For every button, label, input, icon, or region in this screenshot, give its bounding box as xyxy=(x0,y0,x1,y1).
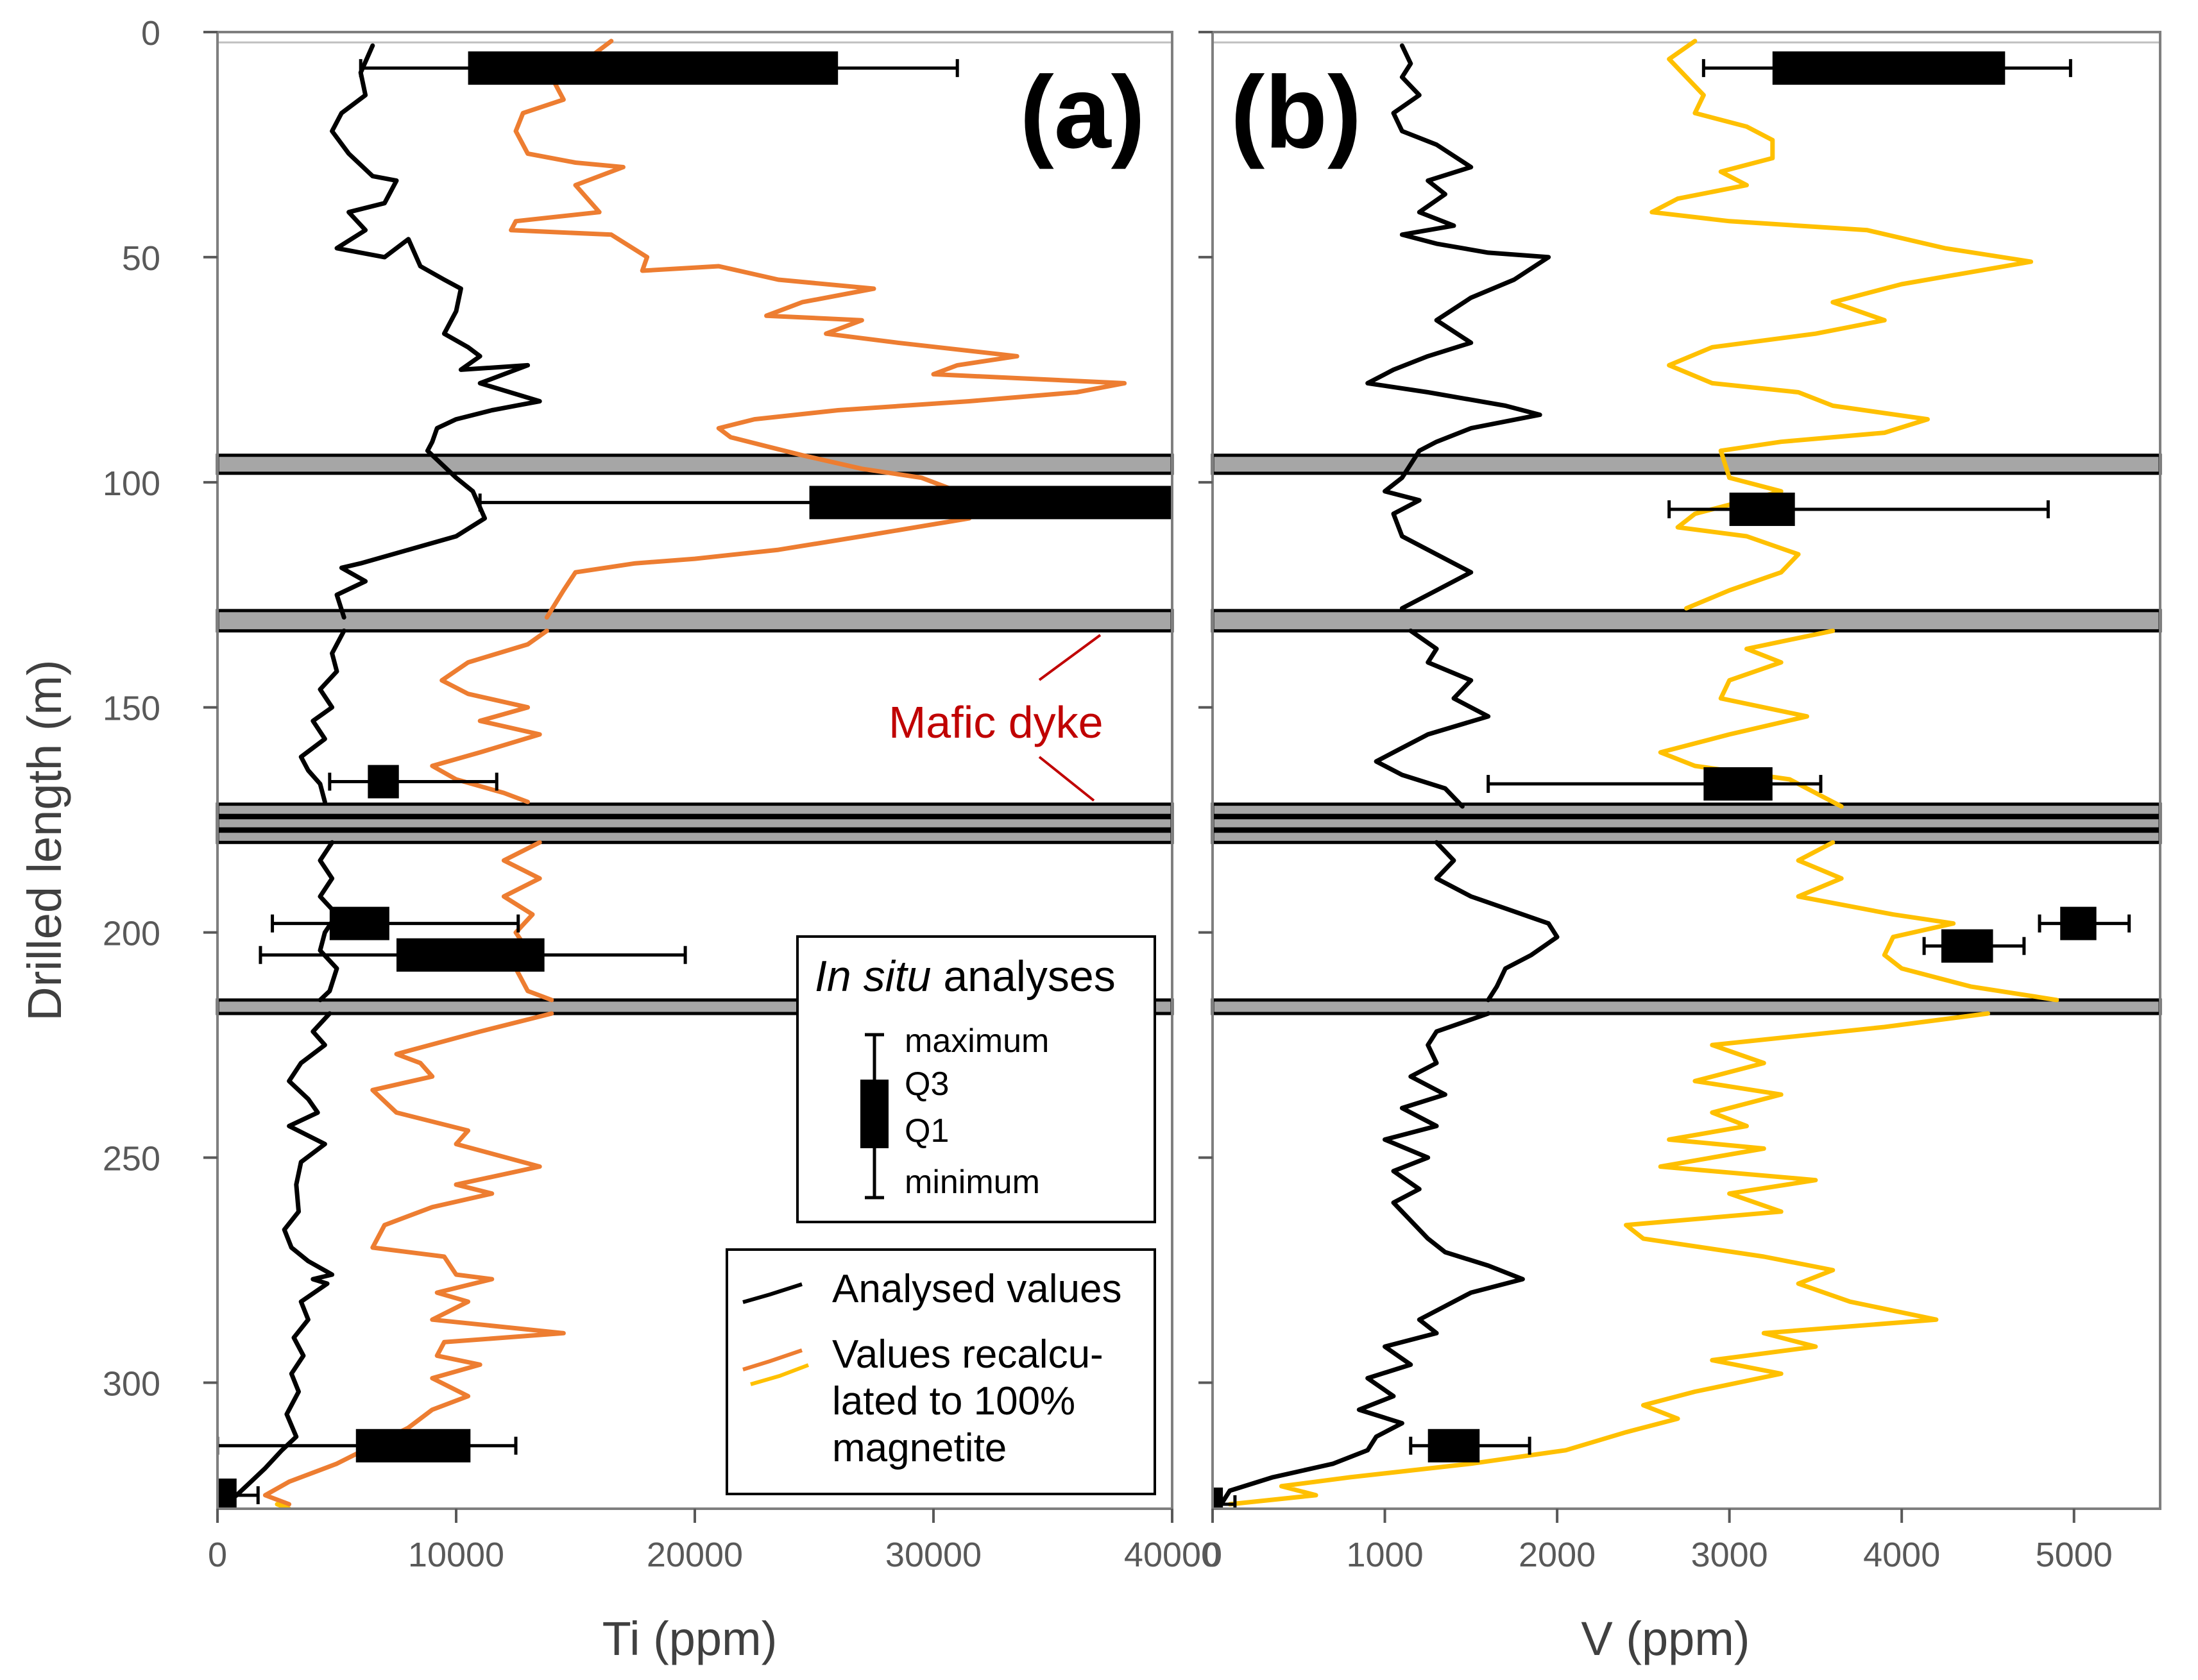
panel-a-mafic-dyke-0 xyxy=(216,454,1174,475)
panel-a-plot-area: 0 50 100 150 200 250 300 0 10000 20000 30000 40000 xyxy=(103,14,1220,1574)
panel-a-analysed-line-3 xyxy=(222,1011,335,1507)
line-legend-recalc-line-3: magnetite xyxy=(832,1426,1007,1470)
panel-a-label: (a) xyxy=(1019,55,1145,169)
panel-b-in-situ-box-1 xyxy=(1729,492,1795,526)
in-situ-legend-box-glyph xyxy=(860,1080,889,1148)
panel-b-in-situ-box-6 xyxy=(1213,1487,1223,1509)
line-legend: Analysed values Values recalcu- lated to… xyxy=(726,1248,1156,1495)
line-legend-orange-swatch xyxy=(742,1348,803,1371)
line-legend-recalc-line-1: Values recalcu- xyxy=(832,1332,1103,1377)
panel-b: 0 1000 2000 3000 4000 5000 (b) V (ppm) xyxy=(1198,31,2162,1665)
panel-b-in-situ-box-0 xyxy=(1772,51,2006,85)
panel-b-analysed-line-1 xyxy=(1374,628,1491,809)
panel-b-x-tick-label-2000: 2000 xyxy=(1519,1536,1596,1574)
panel-b-label: (b) xyxy=(1231,55,1361,169)
y-tick-label-300: 300 xyxy=(103,1364,160,1403)
panel-b-analysed-line-3 xyxy=(1218,1011,1525,1507)
panel-a-x-tick-label-40000: 40000 xyxy=(1124,1536,1220,1574)
panel-a-in-situ-box-4 xyxy=(396,938,545,972)
panel-b-x-tick-label-4000: 4000 xyxy=(1863,1536,1940,1574)
panel-b-in-situ-group xyxy=(1213,51,2131,1509)
panel-a-in-situ-box-3 xyxy=(329,906,389,940)
panel-a-analysed-line-0 xyxy=(330,43,542,620)
panel-a-in-situ-box-0 xyxy=(468,51,839,85)
y-tick-label-200: 200 xyxy=(103,915,160,953)
panel-a-analysed-line-1 xyxy=(298,628,346,804)
panel-a-x-tick-label-20000: 20000 xyxy=(647,1536,743,1574)
panel-b-in-situ-box-5 xyxy=(1427,1429,1480,1463)
panel-a-recalculated-line-6 xyxy=(501,840,554,1003)
panel-a-mafic-dyke-2 xyxy=(216,802,1174,817)
y-tick-label-0: 0 xyxy=(141,14,160,53)
panel-b-in-situ-box-4 xyxy=(1941,929,1993,963)
panel-a-mafic-dyke-3 xyxy=(216,816,1174,831)
y-axis-label: Drilled length (m) xyxy=(18,659,71,1021)
line-legend-box xyxy=(726,1248,1156,1495)
panel-a-in-situ-box-6 xyxy=(217,1478,237,1509)
y-tick-label-50: 50 xyxy=(122,239,160,278)
mafic-dyke-pointer-lower xyxy=(1038,756,1095,802)
y-tick-label-250: 250 xyxy=(103,1140,160,1178)
panel-b-recalculated-line-6 xyxy=(1796,840,2059,1003)
panel-a-in-situ-box-5 xyxy=(355,1429,471,1463)
panel-b-in-situ-box-2 xyxy=(1703,767,1773,801)
panel-b-mafic-dyke-2 xyxy=(1211,802,2162,817)
panel-a-x-axis-label: Ti (ppm) xyxy=(602,1612,778,1665)
panel-b-analysed-line-0 xyxy=(1365,43,1551,611)
panel-a-x-tick-label-10000: 10000 xyxy=(408,1536,504,1574)
panel-b-mafic-dyke-0 xyxy=(1211,454,2162,475)
panel-b-recalculated-line-5 xyxy=(1658,628,1844,809)
panel-b-plot-area: 0 1000 2000 3000 4000 5000 xyxy=(1198,31,2162,1574)
panel-b-mafic-dyke-3 xyxy=(1211,816,2162,831)
in-situ-legend-title-rest: analyses xyxy=(931,952,1115,1001)
line-legend-yellow-swatch xyxy=(750,1363,810,1386)
panel-b-mafic-dyke-1 xyxy=(1211,609,2162,632)
panel-a-x-tick-label-0: 0 xyxy=(208,1536,227,1574)
panel-b-x-tick-label-1000: 1000 xyxy=(1346,1536,1423,1574)
in-situ-legend-minimum: minimum xyxy=(905,1164,1040,1201)
panel-b-mafic-dyke-5 xyxy=(1211,998,2162,1015)
panel-a-in-situ-group xyxy=(217,51,1172,1509)
panel-a-in-situ-box-2 xyxy=(368,765,399,799)
panel-b-x-axis-label: V (ppm) xyxy=(1581,1612,1750,1665)
line-legend-recalc-line-2: lated to 100% xyxy=(832,1379,1075,1423)
in-situ-legend-box xyxy=(796,935,1156,1223)
mafic-dyke-pointer-upper xyxy=(1038,634,1102,681)
mafic-dyke-label: Mafic dyke xyxy=(889,697,1103,747)
panel-a-mafic-dyke-1 xyxy=(216,609,1174,632)
panel-a-recalculated-line-5 xyxy=(430,628,549,804)
panel-a-mafic-dyke-4 xyxy=(216,829,1174,844)
panel-b-in-situ-box-3 xyxy=(2060,906,2097,940)
panel-b-frame xyxy=(1211,31,2161,1510)
panel-a-recalculated-line-7 xyxy=(262,1011,566,1507)
panel-b-mafic-dyke-4 xyxy=(1211,829,2162,844)
panel-b-series-group xyxy=(1218,38,2059,1507)
in-situ-legend: In situ analyses maximum Q3 Q1 minimum xyxy=(796,935,1156,1223)
in-situ-legend-q1: Q1 xyxy=(905,1112,949,1150)
y-tick-label-150: 150 xyxy=(103,690,160,728)
panel-a-in-situ-box-1 xyxy=(809,486,1172,520)
line-legend-analysed-label: Analysed values xyxy=(832,1267,1122,1311)
panel-b-x-tick-label-3000: 3000 xyxy=(1691,1536,1768,1574)
panel-b-x-tick-label-0: 0 xyxy=(1203,1536,1222,1574)
panel-a-x-tick-label-30000: 30000 xyxy=(885,1536,982,1574)
in-situ-legend-title: In situ analyses xyxy=(815,952,1116,1001)
in-situ-legend-title-italic: In situ xyxy=(815,952,931,1001)
in-situ-legend-q3: Q3 xyxy=(905,1065,949,1103)
panel-b-x-tick-label-5000: 5000 xyxy=(2036,1536,2113,1574)
y-tick-label-100: 100 xyxy=(103,464,160,503)
panel-b-analysed-line-2 xyxy=(1434,840,1560,1003)
panel-b-recalculated-line-7 xyxy=(1227,1011,1990,1507)
in-situ-legend-maximum: maximum xyxy=(905,1022,1049,1060)
line-legend-analysed-swatch xyxy=(742,1282,803,1304)
